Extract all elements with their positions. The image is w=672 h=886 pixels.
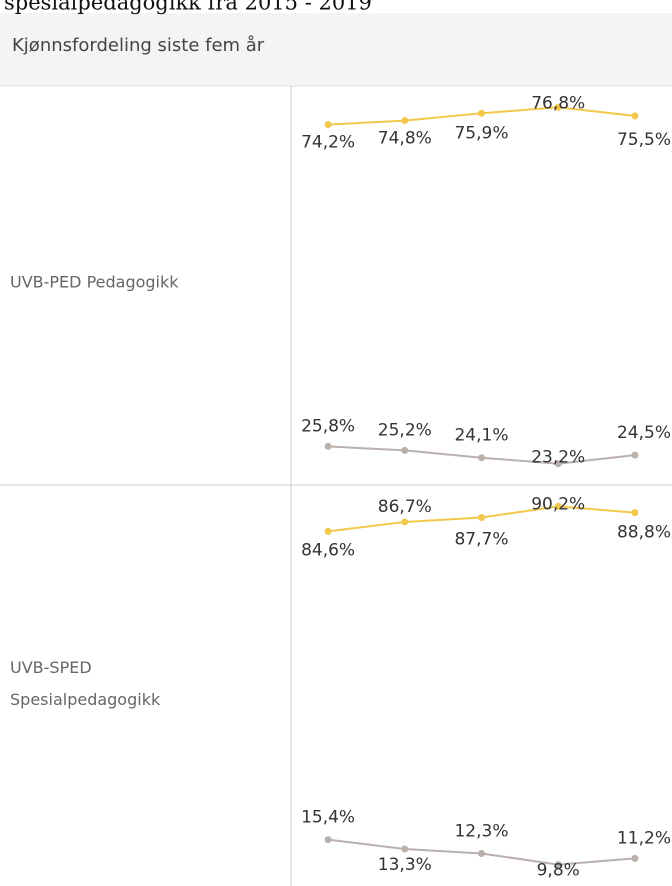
data-label: 75,9% <box>454 123 508 143</box>
header-bg <box>0 13 672 86</box>
point <box>631 509 639 517</box>
data-label: 23,2% <box>531 448 585 468</box>
data-label: 13,3% <box>378 855 432 875</box>
data-label: 24,5% <box>617 423 671 443</box>
point <box>554 460 562 468</box>
data-label: 15,4% <box>301 808 355 828</box>
caption: spesialpedagogikk fra 2015 - 2019 <box>4 0 372 15</box>
data-label: 87,7% <box>454 530 508 550</box>
point <box>631 854 639 862</box>
point <box>401 518 409 526</box>
point <box>478 454 485 462</box>
header-title: Kjønnsfordeling siste fem år <box>12 35 265 56</box>
data-label: 11,2% <box>617 828 671 848</box>
data-label: 75,5% <box>617 130 671 150</box>
data-label: 84,6% <box>301 540 355 560</box>
data-label: 88,8% <box>617 523 671 543</box>
point <box>401 117 409 125</box>
data-label: 74,8% <box>378 129 432 149</box>
data-label: 9,8% <box>537 861 580 881</box>
data-label: 76,8% <box>531 93 585 113</box>
data-label: 86,7% <box>378 497 432 517</box>
point <box>401 845 409 853</box>
point <box>324 527 332 535</box>
point <box>401 446 409 454</box>
row-label-line: Spesialpedagogikk <box>10 690 161 709</box>
data-label: 24,1% <box>454 426 508 446</box>
point <box>324 836 332 844</box>
data-label: 90,2% <box>531 494 585 514</box>
point <box>478 849 485 857</box>
point <box>324 442 332 450</box>
row-label: UVB-PED Pedagogikk <box>10 273 179 292</box>
data-label: 12,3% <box>454 821 508 841</box>
point <box>324 121 332 129</box>
point <box>554 861 562 869</box>
point <box>478 514 485 522</box>
data-label: 25,2% <box>378 420 432 440</box>
point <box>554 502 562 510</box>
data-label: 25,8% <box>301 416 355 436</box>
data-label: 74,2% <box>301 133 355 153</box>
point <box>478 109 485 117</box>
point <box>631 451 639 459</box>
row-label: UVB-SPED Spesialpedagogikk <box>10 658 161 709</box>
row-label-line: UVB-SPED <box>10 658 92 677</box>
point <box>554 103 562 111</box>
point <box>631 112 639 120</box>
